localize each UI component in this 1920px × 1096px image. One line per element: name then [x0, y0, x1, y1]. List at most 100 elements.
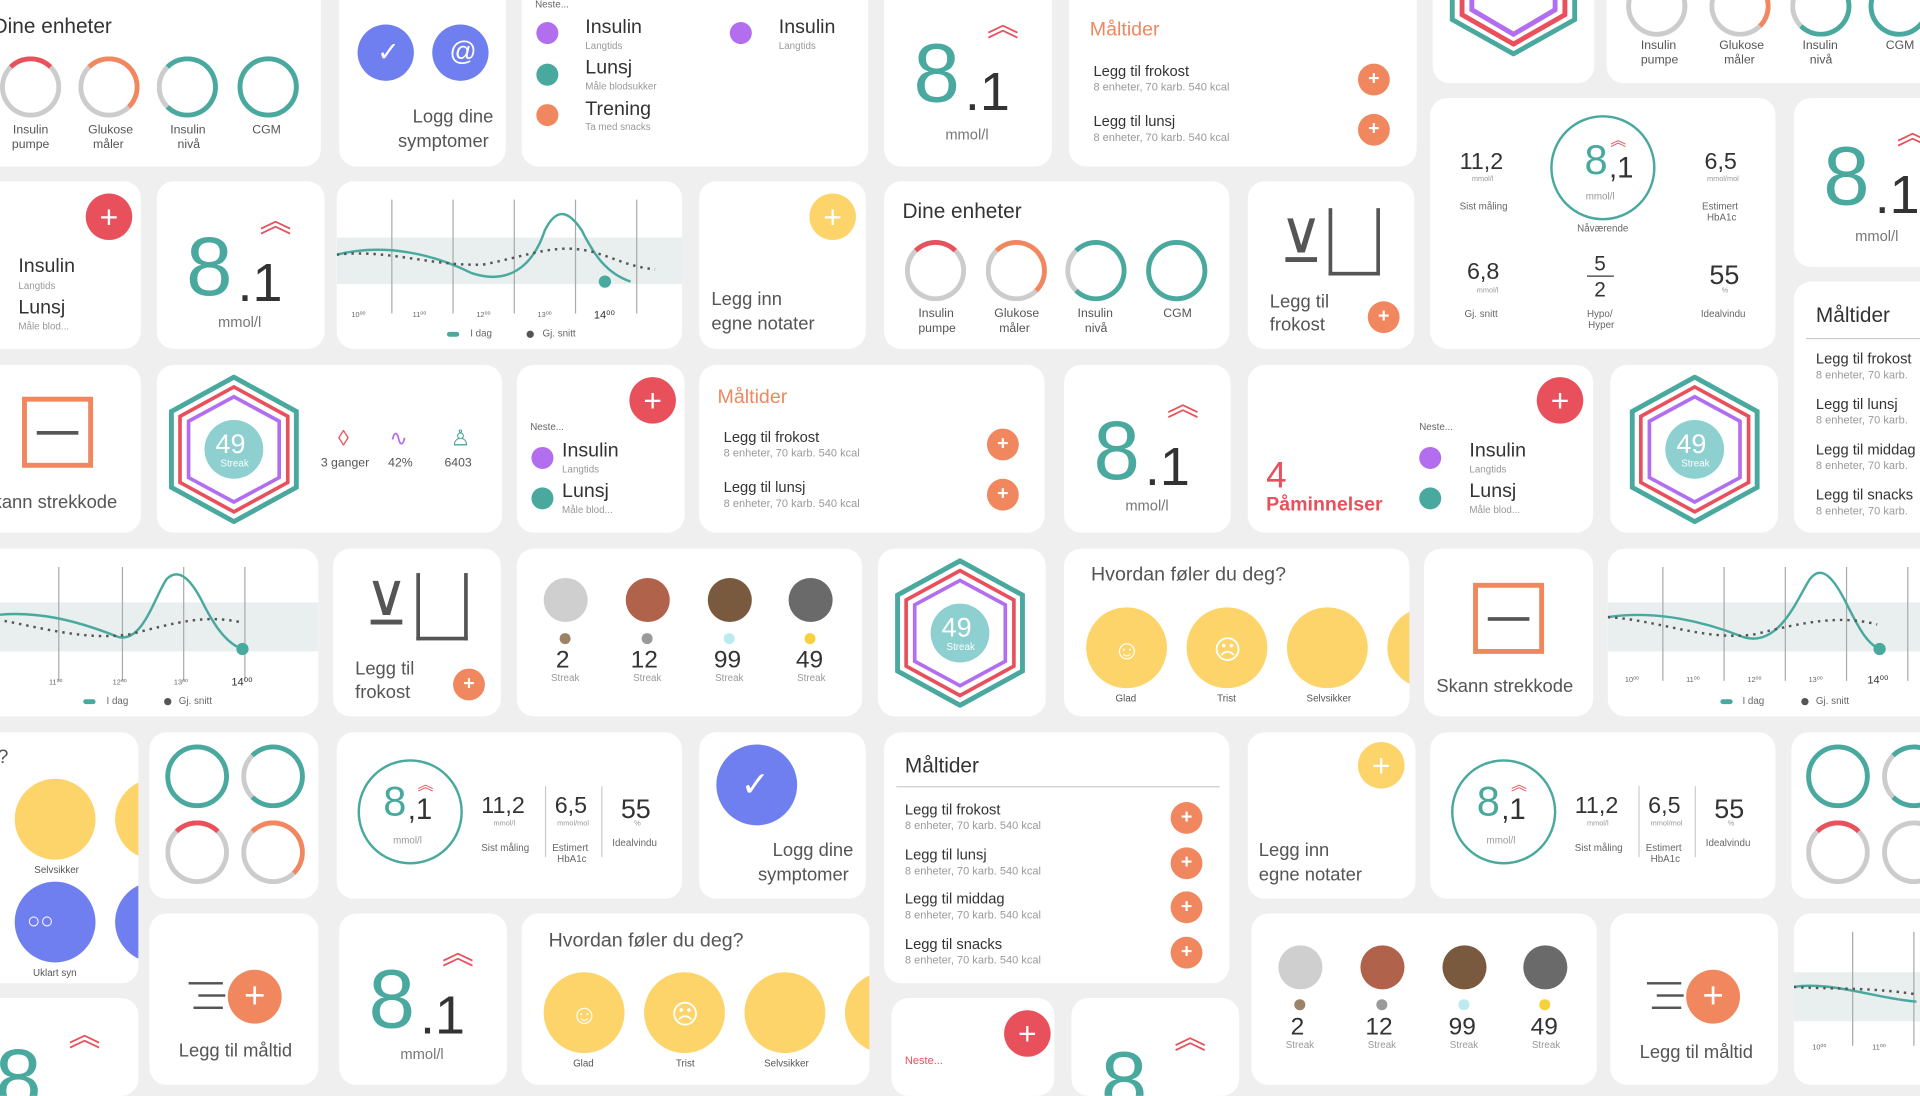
meal-r-2-sub: 8 enheter, 70 karb. — [1815, 459, 1908, 472]
notes-card-2[interactable]: + Legg inn egne notater — [1247, 732, 1416, 899]
legend-avg-dot — [526, 330, 534, 338]
check-icon[interactable] — [357, 24, 414, 81]
avatar-2[interactable] — [625, 577, 670, 623]
add-breakfast-button[interactable]: + — [1357, 63, 1390, 96]
glucose-dec: .1 — [964, 62, 1010, 123]
add-meal-label: Legg til måltid — [178, 1040, 293, 1062]
insulin-pump-icon-4[interactable] — [165, 820, 229, 885]
cur3-dec: ,1 — [1501, 793, 1526, 827]
add-button-3[interactable]: + — [1536, 377, 1584, 424]
add-button[interactable]: + — [85, 193, 133, 241]
insulin-pump-icon-2[interactable] — [1626, 0, 1688, 37]
confident-arm-icon-3[interactable] — [744, 972, 826, 1054]
add-meal-button[interactable]: + — [227, 969, 282, 1024]
log-symptoms-card-2[interactable]: ✓ Logg dine symptomer — [699, 732, 866, 899]
sad-face-icon[interactable] — [1186, 607, 1268, 689]
row-last-unit: mmol/l — [493, 820, 516, 828]
next-insulin-title-2[interactable]: Insulin — [778, 17, 836, 38]
add-meal3-0-button[interactable]: + — [1170, 802, 1203, 834]
glucose-meter-icon-2[interactable] — [1709, 0, 1771, 37]
cgm-icon-3[interactable] — [1146, 240, 1208, 302]
cgm-icon[interactable] — [237, 56, 299, 118]
add-meal-button-2[interactable]: + — [1686, 969, 1741, 1024]
insulin-pump-icon-3[interactable] — [904, 240, 967, 302]
spiral-icon[interactable] — [432, 24, 489, 81]
insulin-level-icon-5[interactable] — [1882, 744, 1920, 809]
add-breakfast-card-2[interactable]: ⊻ Legg til frokost + — [333, 548, 501, 717]
add-breakfast-button-2[interactable]: + — [1367, 301, 1400, 334]
avatar-4[interactable] — [788, 577, 833, 623]
insulin-level-icon-3[interactable] — [1065, 240, 1127, 302]
happy-sun-icon-2[interactable] — [543, 972, 625, 1054]
mood-more-icon-3[interactable] — [844, 972, 870, 1054]
confident-arm-icon[interactable] — [1286, 607, 1368, 689]
next-training-title[interactable]: Trening — [585, 99, 652, 121]
add-meal-card[interactable]: + Legg til måltid — [149, 913, 319, 1085]
add-meal3-3-button[interactable]: + — [1170, 936, 1203, 969]
add-meal3-2-button[interactable]: + — [1170, 891, 1203, 924]
avatar-6[interactable] — [1360, 945, 1405, 990]
glucose-meter-icon[interactable] — [78, 56, 140, 118]
insulin-level-label-1: Insulin — [170, 123, 206, 138]
stat-last-value: 11,2 — [1459, 149, 1504, 176]
add-meal3-1-button[interactable]: + — [1170, 847, 1203, 880]
confident-arm-icon-2[interactable] — [14, 778, 96, 860]
trend-up-icon-4: ︽ — [1166, 385, 1199, 423]
streak-hex-icon-2 — [168, 374, 299, 525]
level-label-2a: Insulin — [1802, 39, 1838, 53]
stats-row-card-2: 8 ,1 ︽ mmol/l 11,2 mmol/l Sist måling 6,… — [1430, 732, 1776, 899]
insulin-level-icon[interactable] — [156, 56, 218, 118]
barcode-scan-icon-2 — [1473, 582, 1545, 654]
mood-more-icon[interactable] — [1387, 607, 1410, 689]
next-insulin-3[interactable]: Insulin — [562, 440, 619, 462]
happy-face-2: ☺ — [570, 999, 599, 1030]
streak-value: 49 — [215, 428, 246, 460]
add-note-button-2[interactable]: + — [1357, 742, 1405, 789]
next-lunch-cut[interactable]: Lunsj — [18, 297, 66, 319]
add-breakfast-button-3[interactable]: + — [453, 668, 485, 701]
glucose-meter-icon-3[interactable] — [985, 240, 1047, 302]
next-lunch-4[interactable]: Lunsj — [1469, 481, 1517, 503]
avatar-8[interactable] — [1523, 945, 1568, 990]
add-breakfast-card[interactable]: ⊻ Legg til frokost + — [1247, 181, 1415, 349]
avatar-7[interactable] — [1442, 945, 1487, 990]
next-insulin-title[interactable]: Insulin — [585, 17, 642, 38]
happy-face: ☺ — [1113, 634, 1141, 665]
add-button-2[interactable]: + — [629, 377, 676, 424]
cgm-icon-5[interactable] — [1806, 744, 1870, 809]
sad-face-icon-2[interactable] — [644, 972, 725, 1054]
avatar-3[interactable] — [707, 577, 752, 623]
avatar-5[interactable] — [1278, 945, 1323, 990]
insulin-level-icon-2[interactable] — [1790, 0, 1852, 37]
tick2-12: 12⁰⁰ — [112, 679, 127, 687]
next-insulin-cut[interactable]: Insulin — [18, 255, 76, 277]
add-note-button[interactable]: + — [809, 193, 856, 241]
check-icon-2[interactable] — [716, 744, 798, 826]
add-lunch-button[interactable]: + — [1357, 113, 1390, 146]
next-lunch-title[interactable]: Lunsj — [585, 57, 633, 79]
insulin-pump-icon[interactable] — [0, 56, 62, 118]
notes-card[interactable]: + Legg inn egne notater — [699, 181, 866, 349]
blurred-vision-icon[interactable] — [14, 881, 96, 963]
row-ideal-label: Idealvindu — [612, 837, 657, 849]
mood-more-icon-2[interactable] — [115, 778, 139, 860]
scan-card[interactable]: Skann strekkode — [1424, 548, 1594, 717]
next-insulin-4[interactable]: Insulin — [1469, 440, 1527, 462]
insulin-pump-icon-5[interactable] — [1806, 820, 1870, 885]
add-meal-card-2[interactable]: + Legg til måltid — [1610, 913, 1778, 1085]
cgm-icon-2[interactable] — [1868, 0, 1920, 37]
streak-card-3: 49 Streak — [877, 548, 1046, 717]
add-button-4[interactable]: + — [1004, 1010, 1051, 1057]
mood-more-blue-icon[interactable] — [115, 881, 139, 963]
scan-card-left[interactable]: kann strekkode — [0, 364, 141, 533]
cgm-icon-4[interactable] — [165, 744, 229, 809]
insulin-level-icon-4[interactable] — [241, 744, 305, 809]
add-meal-2-1-button[interactable]: + — [986, 478, 1019, 511]
log-symptoms-card[interactable]: ✓ @ Logg dine symptomer — [339, 0, 506, 167]
glucose-meter-icon-5[interactable] — [1882, 820, 1920, 885]
happy-sun-icon[interactable] — [1086, 607, 1167, 689]
add-meal-2-0-button[interactable]: + — [986, 428, 1019, 461]
next-lunch-3[interactable]: Lunsj — [562, 481, 609, 503]
avatar-1[interactable] — [543, 577, 588, 623]
glucose-meter-icon-4[interactable] — [241, 820, 305, 885]
